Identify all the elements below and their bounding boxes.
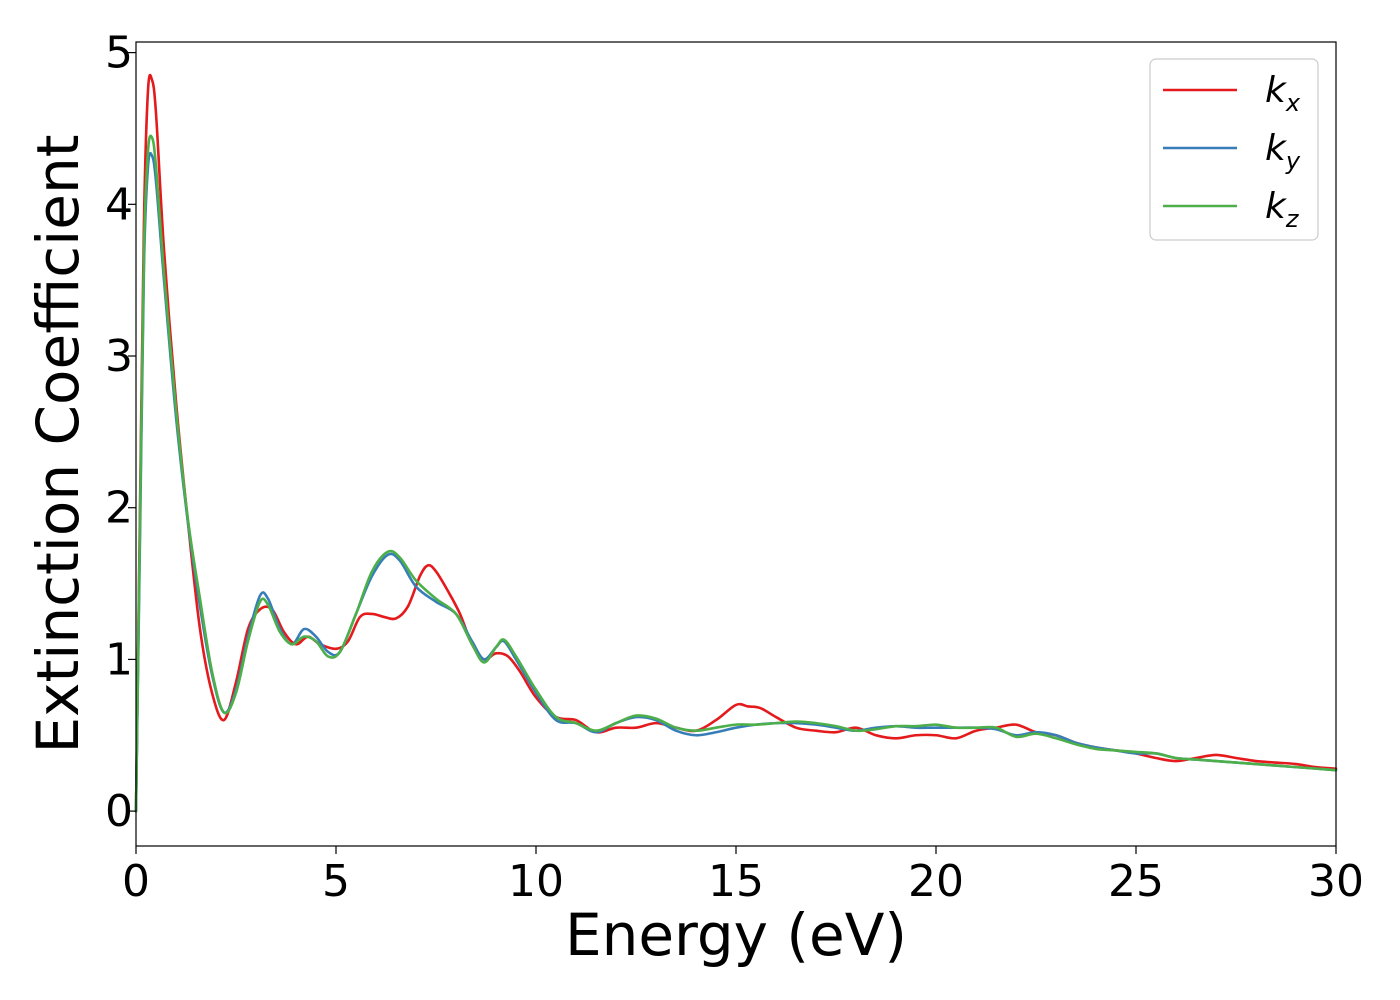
x-tick-label: 25: [1108, 856, 1164, 907]
x-tick-label: 15: [708, 856, 764, 907]
legend-label-kx: kx: [1265, 70, 1301, 117]
series-line-kz: [134, 134, 1338, 813]
legend-box: [1149, 58, 1319, 241]
y-axis-title: Extinction Coefficient: [24, 135, 92, 754]
x-tick-label: 10: [508, 856, 564, 907]
legend-label-kz: kz: [1265, 186, 1300, 233]
y-tick-label: 3: [105, 331, 133, 382]
y-tick-label: 0: [105, 786, 133, 837]
y-tick-label: 1: [105, 634, 133, 685]
x-axis-ticks: 0 5 10 15 20 25 30: [122, 846, 1364, 907]
x-tick-label: 0: [122, 856, 150, 907]
legend: kx ky kz: [1149, 58, 1319, 241]
legend-items: kx ky kz: [1163, 70, 1301, 233]
y-tick-label: 5: [105, 28, 133, 79]
y-tick-label: 2: [105, 483, 133, 534]
legend-label-ky: ky: [1265, 128, 1301, 175]
x-tick-label: 30: [1308, 856, 1364, 907]
y-axis-ticks: 0 1 2 3 4 5: [105, 28, 136, 837]
x-tick-label: 5: [322, 856, 350, 907]
series-layer: [134, 73, 1338, 813]
y-tick-label: 4: [105, 179, 133, 230]
plot-area-background: [136, 42, 1336, 846]
x-tick-label: 20: [908, 856, 964, 907]
x-axis-title: Energy (eV): [565, 901, 907, 969]
